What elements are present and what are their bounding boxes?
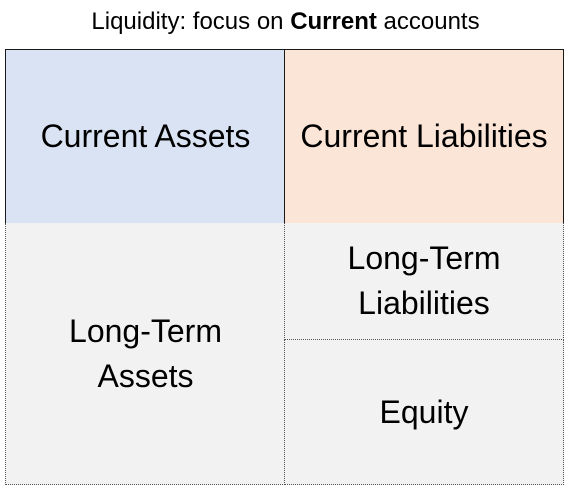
long-term-assets-text: Long-Term Assets (69, 309, 222, 399)
title-suffix: accounts (376, 8, 480, 35)
current-liabilities-label: Current Liabilities (300, 118, 548, 154)
title-emphasis: Current (290, 8, 377, 35)
equity-box: Equity (284, 339, 564, 485)
long-term-liabilities-text: Long-Term Liabilities (348, 236, 501, 326)
current-liabilities-box: Current Liabilities (284, 49, 564, 224)
long-term-assets-box: Long-Term Assets (5, 223, 285, 485)
long-term-liabilities-line2: Liabilities (358, 285, 490, 321)
equity-label: Equity (379, 393, 469, 430)
balance-sheet-grid: Current Assets Current Liabilities Long-… (5, 49, 564, 485)
long-term-assets-line2: Assets (97, 357, 194, 394)
long-term-assets-line1: Long-Term (69, 312, 222, 349)
current-assets-box: Current Assets (5, 49, 285, 224)
long-term-liabilities-box: Long-Term Liabilities (284, 223, 564, 340)
current-assets-label: Current Assets (40, 118, 251, 154)
diagram-title: Liquidity: focus on Current accounts (0, 6, 571, 38)
long-term-liabilities-line1: Long-Term (347, 240, 501, 276)
title-prefix: Liquidity: focus on (91, 8, 291, 35)
